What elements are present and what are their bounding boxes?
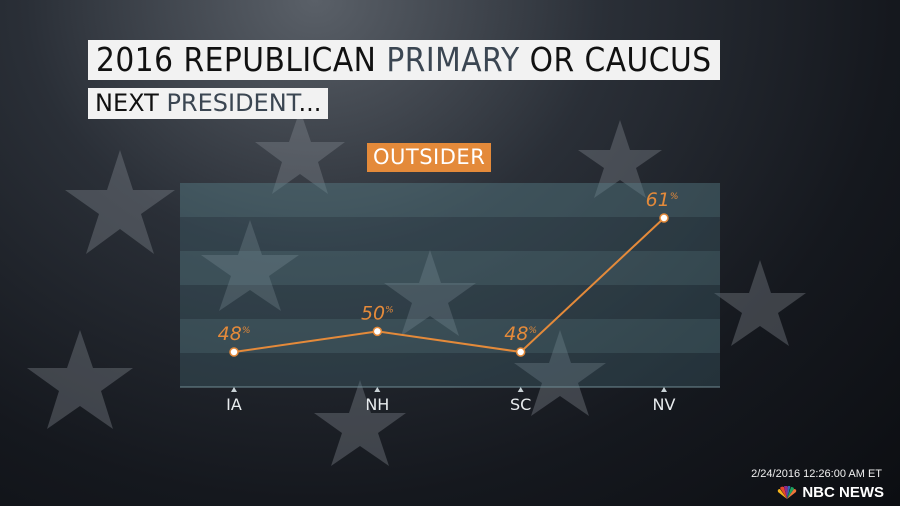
chart-plot-area: [180, 183, 720, 388]
peacock-icon: [778, 485, 797, 499]
page-title: 2016 REPUBLICAN PRIMARY OR CAUCUS: [88, 40, 720, 80]
x-tick-mark: [517, 387, 524, 392]
data-label: 48%: [218, 323, 251, 345]
background-star: [314, 380, 406, 466]
data-label: 48%: [504, 323, 537, 345]
category-badge: OUTSIDER: [367, 143, 492, 172]
timestamp: 2/24/2016 12:26:00 AM ET: [751, 468, 882, 480]
data-point: [515, 347, 526, 357]
series-line: [233, 217, 665, 354]
page-subtitle: NEXT PRESIDENT...: [88, 88, 329, 119]
background-star: [65, 150, 175, 254]
x-tick-label: NV: [653, 395, 676, 414]
data-label: 61%: [646, 189, 679, 211]
x-tick-mark: [661, 387, 667, 392]
chart-data-labels: 48% 50% 48% 61%: [218, 189, 679, 345]
data-point: [229, 347, 239, 357]
chart-grid-band: [180, 217, 720, 251]
background-star: [255, 110, 345, 194]
background-star: [201, 220, 299, 311]
subtitle-highlight: PRESIDENT: [166, 89, 299, 117]
title-prefix: 2016 REPUBLICAN: [96, 40, 387, 79]
subtitle-prefix: NEXT: [95, 89, 167, 117]
chart-x-axis: IA NH SC NV: [226, 387, 676, 414]
background-star: [578, 120, 662, 198]
x-tick-label: SC: [510, 395, 531, 414]
x-tick-label: IA: [226, 395, 242, 414]
chart-series: [229, 213, 669, 357]
network-logo: NBC NEWS: [776, 484, 884, 501]
background-star: [384, 250, 476, 336]
logo-text: NBC NEWS: [802, 484, 884, 501]
background-star: [514, 330, 606, 416]
title-highlight: PRIMARY: [386, 40, 520, 79]
chart-grid-band: [180, 183, 720, 217]
chart-grid-band: [180, 251, 720, 285]
data-point: [372, 326, 383, 337]
data-label: 50%: [361, 302, 394, 324]
data-point: [659, 213, 669, 223]
title-suffix: OR CAUCUS: [519, 40, 712, 79]
background-star: [27, 330, 133, 429]
subtitle-suffix: ...: [298, 89, 322, 117]
chart-grid-band: [180, 285, 720, 319]
chart-grid-band: [180, 353, 720, 387]
x-tick-mark: [374, 387, 381, 392]
x-tick-label: NH: [365, 395, 389, 414]
background-star: [714, 260, 806, 346]
x-tick-mark: [231, 387, 237, 392]
